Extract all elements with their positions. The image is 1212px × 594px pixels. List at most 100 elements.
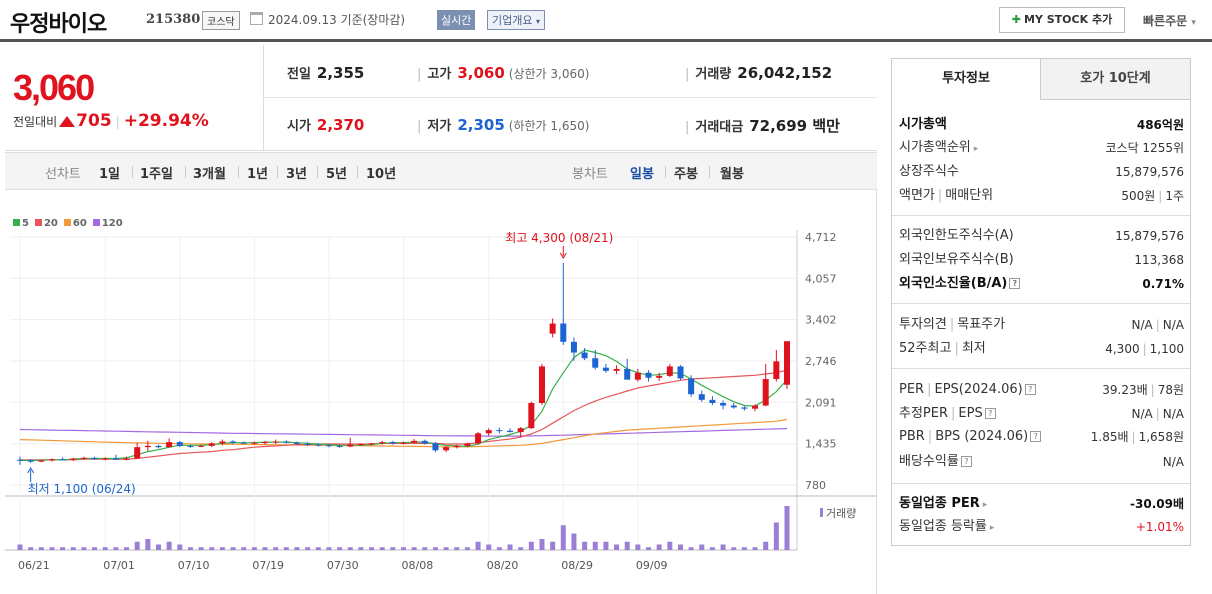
price-chart[interactable]: 5 20 60 120 4,712 4,057 3,402 2,746 2,091 1,435 7… <box>5 190 877 594</box>
volume-bar <box>124 547 130 550</box>
y-tick-label: 4,057 <box>805 272 837 285</box>
candle-body <box>59 459 66 461</box>
volume-bar <box>677 544 683 550</box>
period-3m[interactable]: 3개월 <box>193 167 226 182</box>
volume-bar <box>752 547 758 550</box>
candle-body <box>720 403 727 406</box>
volume-bar <box>187 547 193 550</box>
help-icon[interactable]: ? <box>1009 278 1021 289</box>
candle-body <box>17 459 23 461</box>
volume-bar <box>667 541 673 550</box>
volume-bar <box>379 547 385 550</box>
legend-label-5: 5 <box>22 218 29 229</box>
volume-bar <box>475 541 481 550</box>
tab-order-book[interactable]: 호가 10단계 <box>1041 59 1190 100</box>
cap-rank-row[interactable]: 시가총액순위 ▸ 코스닥 1255위 <box>899 140 1184 155</box>
y-tick-label: 1,435 <box>805 438 837 451</box>
volume-bar <box>720 544 726 550</box>
legend-swatch-5 <box>13 219 20 226</box>
candle-body <box>730 405 737 408</box>
legend-label-120: 120 <box>101 218 123 229</box>
candle-daily[interactable]: 일봉 <box>630 167 654 182</box>
realtime-button[interactable]: 실시간 <box>437 10 476 30</box>
volume-bar <box>528 541 534 550</box>
candle-body <box>48 459 55 461</box>
y-tick-label: 780 <box>805 479 826 492</box>
volume-bar <box>571 533 577 550</box>
volume-bar <box>550 541 556 550</box>
period-10y[interactable]: 10년 <box>366 167 397 182</box>
w52-row: 52주최고 | 최저 4,300 | 1,100 <box>899 341 1184 356</box>
caret-right-icon: ▸ <box>973 144 979 154</box>
period-1d[interactable]: 1일 <box>99 167 121 182</box>
candle-body <box>102 458 109 460</box>
volume-bar <box>49 547 55 550</box>
candle-weekly[interactable]: 주봉 <box>674 167 698 182</box>
candle-body <box>624 368 631 380</box>
stock-name: 우정바이오 <box>10 12 107 37</box>
help-icon[interactable]: ? <box>984 408 996 419</box>
candle-body <box>400 442 407 444</box>
sector-rate-row[interactable]: 동일업종 등락률 ▸ +1.01% <box>899 519 1184 534</box>
date-value: 2024.09.13 <box>268 13 337 27</box>
candle-body <box>602 367 609 371</box>
candle-body <box>464 443 471 446</box>
candle-body <box>677 366 684 379</box>
volume-bar <box>273 547 279 550</box>
candle-body <box>272 441 279 443</box>
volume-bar <box>70 547 76 550</box>
prev-close: 전일 2,355 <box>287 64 365 82</box>
volume-bar <box>582 541 588 550</box>
investment-info-panel: 투자정보 호가 10단계 시가총액 486억원 시가총액순위 ▸ 코스닥 1255위 … <box>891 58 1191 546</box>
volume-bar <box>92 547 98 550</box>
x-tick-label: 08/29 <box>561 559 593 572</box>
sector-per-row[interactable]: 동일업종 PER ▸ -30.09배 <box>899 496 1184 511</box>
open-price: 시가 2,370 <box>287 116 365 134</box>
candle-body <box>698 394 705 400</box>
candle-monthly[interactable]: 월봉 <box>720 167 744 182</box>
volume-bar <box>166 541 172 550</box>
mystock-label: MY STOCK 추가 <box>1024 13 1113 26</box>
volume-bar <box>209 547 215 550</box>
candle-body <box>581 352 588 359</box>
volume-bar <box>369 547 375 550</box>
high-annotation: 최고 4,300 (08/21) <box>505 231 613 245</box>
help-icon[interactable]: ? <box>1024 384 1036 395</box>
candle-body <box>432 443 439 451</box>
volume-bar <box>28 547 34 550</box>
volume-bar <box>635 544 641 550</box>
y-tick-label: 4,712 <box>805 231 837 244</box>
volume-bar <box>443 547 449 550</box>
volume-bar <box>688 547 694 550</box>
calendar-icon <box>250 12 263 25</box>
chevron-down-icon: ▾ <box>1191 18 1196 28</box>
period-1w[interactable]: 1주일 <box>140 167 173 182</box>
candle-body <box>293 442 300 445</box>
help-icon[interactable]: ? <box>960 456 972 467</box>
tab-investment-info[interactable]: 투자정보 <box>892 59 1041 100</box>
candle-body <box>325 445 332 447</box>
volume-bar <box>294 547 300 550</box>
candle-body <box>528 403 535 429</box>
period-5y[interactable]: 5년 <box>326 167 348 182</box>
candle-body <box>645 372 652 378</box>
volume-bar <box>337 547 343 550</box>
volume-bar <box>219 547 225 550</box>
quick-order-button[interactable]: 빠른주문 ▾ <box>1143 12 1196 29</box>
volume-bar <box>454 547 460 550</box>
low-annotation: 최저 1,100 (06/24) <box>28 482 136 496</box>
mystock-add-button[interactable]: ✚ MY STOCK 추가 <box>999 7 1125 33</box>
candle-body <box>230 441 237 443</box>
foreign-limit-row: 외국인한도주식수(A) 15,879,576 <box>899 228 1184 243</box>
help-icon[interactable]: ? <box>1030 431 1042 442</box>
y-tick-label: 2,746 <box>805 355 837 368</box>
candle-body <box>176 442 183 446</box>
volume-bar <box>251 547 257 550</box>
volume-bar <box>741 547 747 550</box>
period-1y[interactable]: 1년 <box>247 167 269 182</box>
volume-bar <box>763 541 769 550</box>
volume-bar <box>731 547 737 550</box>
x-tick-label: 07/30 <box>327 559 359 572</box>
period-3y[interactable]: 3년 <box>286 167 308 182</box>
company-info-button[interactable]: 기업개요 ▾ <box>487 10 545 30</box>
